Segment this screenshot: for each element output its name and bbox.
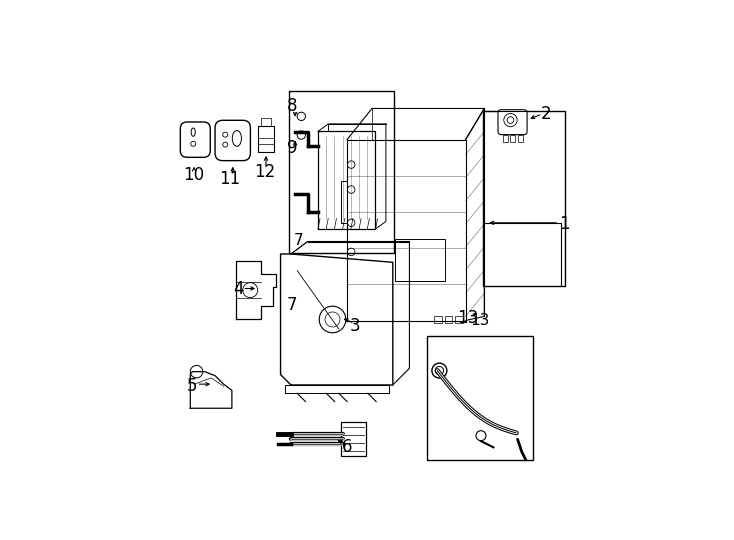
- Text: 7: 7: [287, 296, 297, 314]
- Bar: [341, 422, 366, 456]
- Bar: [427, 336, 533, 460]
- Text: 12: 12: [254, 163, 275, 181]
- Text: 6: 6: [342, 437, 352, 456]
- Text: 13: 13: [457, 309, 479, 327]
- Bar: [503, 134, 508, 142]
- Bar: [258, 126, 275, 152]
- Bar: [289, 91, 394, 253]
- Text: 3: 3: [350, 317, 360, 335]
- Text: 10: 10: [184, 166, 205, 184]
- FancyBboxPatch shape: [498, 110, 527, 134]
- Bar: [445, 316, 452, 323]
- Text: 8: 8: [287, 97, 298, 116]
- Text: 1: 1: [559, 214, 570, 233]
- Bar: [435, 316, 442, 323]
- Text: 5: 5: [187, 377, 197, 395]
- Bar: [455, 316, 462, 323]
- Bar: [318, 131, 376, 229]
- Text: 7: 7: [294, 233, 303, 248]
- Text: 13: 13: [470, 313, 490, 328]
- Bar: [395, 239, 445, 281]
- Circle shape: [476, 431, 486, 441]
- Bar: [484, 111, 564, 286]
- Bar: [517, 134, 523, 142]
- Bar: [261, 118, 271, 126]
- Text: 9: 9: [287, 139, 298, 157]
- Circle shape: [432, 363, 447, 378]
- Text: 11: 11: [219, 170, 241, 188]
- Bar: [510, 134, 515, 142]
- Text: 4: 4: [233, 280, 244, 298]
- Text: 2: 2: [540, 105, 551, 123]
